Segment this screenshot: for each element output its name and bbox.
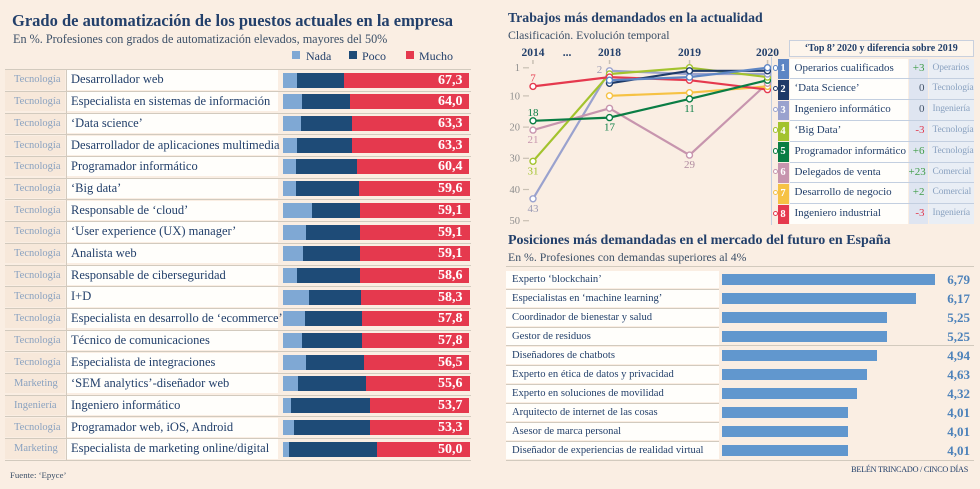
svg-text:21: 21 — [528, 134, 539, 146]
svg-text:2014: 2014 — [522, 47, 545, 59]
svg-text:...: ... — [563, 47, 572, 59]
svg-text:29: 29 — [684, 159, 696, 171]
svg-text:30: 30 — [510, 154, 521, 165]
svg-text:2020: 2020 — [756, 47, 779, 59]
svg-text:2019: 2019 — [678, 47, 701, 59]
svg-text:2: 2 — [597, 64, 603, 76]
svg-text:7: 7 — [530, 72, 536, 84]
svg-text:18: 18 — [528, 107, 540, 119]
svg-text:50: 50 — [510, 216, 521, 227]
svg-text:10: 10 — [510, 91, 521, 102]
svg-text:43: 43 — [528, 203, 540, 215]
svg-text:2018: 2018 — [598, 47, 621, 59]
svg-text:17: 17 — [604, 122, 616, 134]
svg-text:31: 31 — [528, 165, 539, 177]
svg-text:11: 11 — [684, 103, 695, 115]
svg-text:20: 20 — [510, 123, 521, 134]
svg-text:40: 40 — [510, 185, 521, 196]
svg-text:1: 1 — [515, 63, 520, 74]
